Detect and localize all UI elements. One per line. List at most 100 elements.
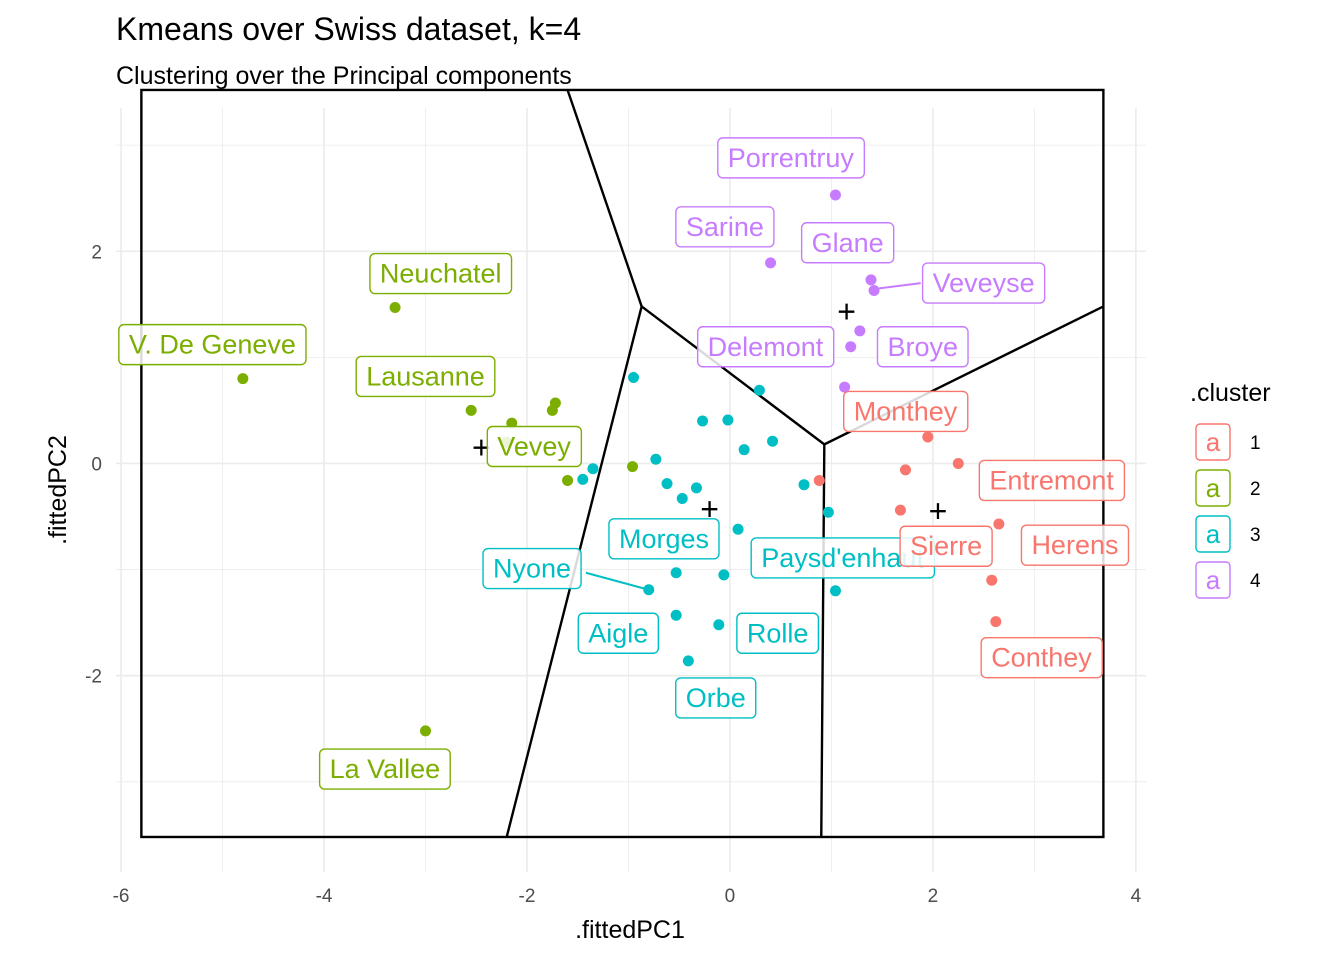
- data-point: [753, 384, 765, 396]
- data-point: [894, 504, 906, 516]
- y-tick-label: 2: [91, 242, 102, 263]
- point-label-box: [318, 748, 451, 790]
- point-label-box: [482, 547, 582, 590]
- data-point: [389, 301, 401, 313]
- legend-key-box: [1195, 561, 1231, 599]
- data-point: [839, 381, 851, 393]
- point-label: Entremont: [978, 459, 1126, 502]
- point-label-text: Monthey: [854, 396, 958, 426]
- legend-key-glyph: a: [1206, 473, 1221, 503]
- x-axis-title: .fittedPC1: [575, 916, 685, 944]
- data-point: [922, 431, 934, 443]
- point-label-text: Rolle: [747, 618, 809, 648]
- point-label: V. De Geneve: [118, 323, 307, 366]
- data-point: [661, 478, 673, 490]
- data-point: [990, 616, 1002, 628]
- data-point: [237, 373, 249, 385]
- legend-key-box: [1195, 515, 1231, 553]
- legend-key-box: [1195, 423, 1231, 461]
- point-label: Paysd'enhaut: [750, 537, 936, 579]
- data-point: [420, 725, 432, 737]
- axis-ticks: -6 -4 -2 0 2 4 -2 0 2: [85, 242, 1141, 907]
- point-label-box: [876, 326, 969, 368]
- data-point: [722, 414, 734, 426]
- point-label-text: V. De Geneve: [129, 330, 296, 360]
- point-label: Glane: [800, 222, 895, 264]
- point-label: Morges: [608, 518, 720, 560]
- data-point: [986, 574, 998, 586]
- point-label-text: Porrentruy: [728, 143, 855, 173]
- data-point: [765, 257, 777, 269]
- point-label-text: Vevey: [497, 431, 571, 461]
- data-point: [650, 453, 662, 465]
- label-connectors: [585, 282, 921, 591]
- data-point: [899, 464, 911, 476]
- point-label-box: [899, 525, 993, 567]
- data-point: [854, 325, 866, 337]
- point-label-box: [608, 518, 720, 560]
- point-label-box: [577, 612, 660, 654]
- point-label: Nyone: [482, 547, 582, 590]
- point-label-box: [369, 252, 513, 295]
- point-label: Broye: [876, 326, 969, 368]
- point-label: Monthey: [843, 390, 969, 433]
- legend-key-box: [1195, 469, 1231, 507]
- centroid-markers: + + + +: [472, 294, 947, 529]
- point-label: Rolle: [736, 612, 820, 654]
- point-label-text: Conthey: [991, 643, 1092, 673]
- data-point: [718, 569, 730, 581]
- point-label-box: [355, 355, 496, 398]
- y-tick-label: -2: [85, 667, 102, 688]
- point-label-box: [118, 323, 307, 366]
- legend: .cluster a 1 a 2 a 3 a 4: [1190, 379, 1271, 599]
- point-label-text: Morges: [619, 524, 709, 554]
- point-label: Porrentruy: [717, 137, 866, 179]
- point-label-box: [717, 137, 866, 179]
- label-connector: [878, 282, 921, 290]
- point-label-text: Nyone: [493, 554, 571, 584]
- point-label: Sierre: [899, 525, 993, 567]
- point-label-text: Aigle: [588, 618, 648, 648]
- point-label-box: [736, 612, 820, 654]
- point-label: Conthey: [980, 636, 1103, 679]
- point-label: Vevey: [486, 425, 583, 468]
- point-label-text: Sarine: [686, 212, 764, 242]
- data-point: [732, 523, 744, 535]
- point-labels: V. De Geneve Neuchatel Lausanne Vevey La Val…: [118, 137, 1130, 790]
- data-point: [767, 435, 779, 447]
- data-point: [868, 285, 880, 297]
- centroid-marker: +: [700, 491, 719, 527]
- point-label: Herens: [1020, 524, 1130, 566]
- data-point: [713, 619, 725, 631]
- x-tick-label: 2: [928, 886, 939, 907]
- point-label: La Vallee: [318, 748, 451, 790]
- data-point: [627, 461, 639, 473]
- point-label: Delemont: [696, 326, 835, 368]
- point-label: Neuchatel: [369, 252, 513, 295]
- grid-lines: [116, 108, 1146, 872]
- data-point: [690, 482, 702, 494]
- data-point: [798, 479, 810, 491]
- legend-key-glyph: a: [1206, 519, 1221, 549]
- legend-key-glyph: a: [1206, 427, 1221, 457]
- voronoi-diagram: [140, 88, 1105, 839]
- centroid-marker: +: [837, 294, 856, 330]
- voronoi-edge: [820, 444, 826, 837]
- point-label-text: Neuchatel: [380, 259, 502, 289]
- data-point: [738, 444, 750, 456]
- label-connector: [585, 571, 650, 591]
- point-label-text: Delemont: [708, 332, 824, 362]
- legend-label: 1: [1250, 433, 1261, 454]
- point-label-text: Broye: [887, 332, 958, 362]
- chart-subtitle: Clustering over the Principal components: [116, 62, 572, 90]
- legend-label: 3: [1250, 525, 1261, 546]
- y-tick-label: 0: [91, 454, 102, 475]
- point-label-box: [675, 206, 775, 248]
- legend-key-glyph: a: [1206, 565, 1221, 595]
- point-label: Lausanne: [355, 355, 496, 398]
- data-point: [676, 492, 688, 504]
- x-tick-label: 4: [1131, 886, 1142, 907]
- data-point: [670, 567, 682, 579]
- data-point: [465, 404, 477, 416]
